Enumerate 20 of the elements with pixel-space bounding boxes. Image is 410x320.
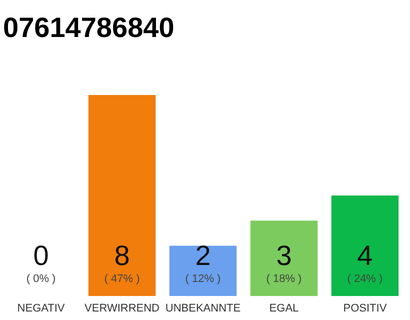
annotation: ( 24% ) <box>347 273 383 285</box>
bar <box>250 220 318 296</box>
x-tick-label: EGAL <box>269 302 299 314</box>
chart-title: 07614786840 <box>3 12 174 43</box>
data-label: 2 <box>195 240 211 271</box>
bar <box>169 246 237 296</box>
annotation: ( 0% ) <box>26 273 56 285</box>
bar <box>88 95 156 296</box>
annotation: ( 47% ) <box>104 273 140 285</box>
x-tick-label: NEGATIV <box>17 302 66 314</box>
annotation: ( 18% ) <box>266 273 302 285</box>
data-label: 4 <box>357 240 373 271</box>
x-tick-label: POSITIV <box>343 302 388 314</box>
x-tick-label: UNBEKANNTE <box>165 302 241 314</box>
bar <box>331 196 399 296</box>
data-label: 8 <box>114 240 130 271</box>
x-tick-label: VERWIRREND <box>84 302 160 314</box>
data-label: 0 <box>33 240 49 271</box>
data-label: 3 <box>276 240 292 271</box>
annotation: ( 12% ) <box>185 273 221 285</box>
